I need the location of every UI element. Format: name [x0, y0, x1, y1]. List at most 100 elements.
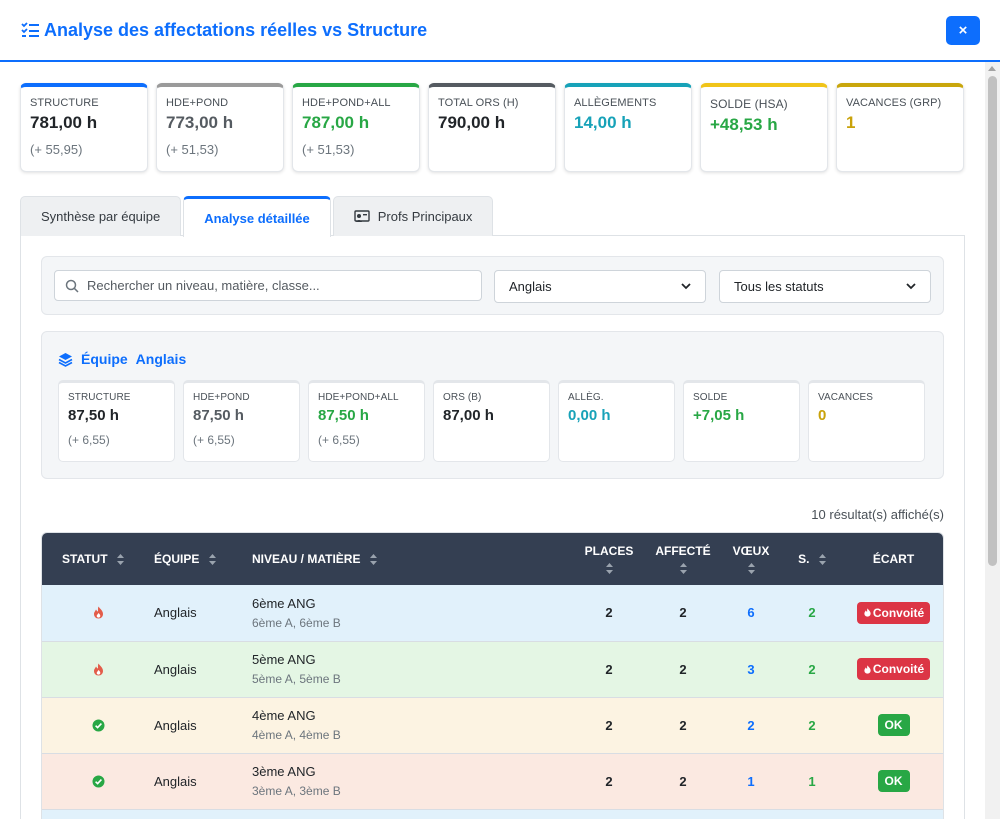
tab-label: Analyse détaillée	[204, 210, 310, 226]
kpi-value: 790,00 h	[438, 113, 506, 132]
table-row[interactable]: Anglais 4ème ANG 4ème A, 4ème B 2 2 2 2 …	[42, 697, 943, 754]
tab-label: Synthèse par équipe	[41, 209, 161, 224]
equipe-cell: Anglais	[154, 641, 252, 698]
close-button[interactable]: ×	[946, 16, 980, 45]
s-cell: 2	[782, 585, 842, 642]
affecte-cell: 2	[646, 753, 720, 810]
kpi-label: HDE+POND+ALL	[302, 97, 391, 109]
kpi-value: +48,53 h	[710, 115, 778, 134]
tab-profs-principaux[interactable]: Profs Principaux	[332, 196, 494, 236]
kpi-sub: (+ 6,55)	[193, 433, 235, 447]
voeux-cell: 2	[720, 697, 782, 754]
header-ecart[interactable]: ÉCART	[842, 533, 943, 585]
table-row[interactable]: Anglais 3ème ANG 3ème A, 3ème B 2 2 1 1 …	[42, 753, 943, 810]
modal-title: Analyse des affectations réelles vs Stru…	[20, 20, 427, 41]
results-count: 10 résultat(s) affiché(s)	[811, 507, 944, 522]
team-title: Équipe Anglais	[58, 351, 186, 367]
kpi-label: HDE+POND	[166, 97, 229, 109]
check-circle-icon	[92, 775, 104, 787]
header-statut[interactable]: STATUT	[42, 533, 154, 585]
header-places[interactable]: PLACES	[572, 533, 646, 585]
places-cell: 2	[572, 753, 646, 810]
kpi-card-solde: SOLDE (HSA) +48,53 h	[700, 83, 828, 172]
niveau-classes: 3ème A, 3ème B	[252, 784, 341, 798]
kpi-label: TOTAL ORS (H)	[438, 97, 519, 109]
s-cell: 2	[782, 697, 842, 754]
sort-icon	[818, 554, 826, 566]
header-equipe[interactable]: ÉQUIPE	[154, 533, 252, 585]
sort-icon	[679, 563, 687, 574]
team-title-name: Anglais	[135, 351, 187, 367]
table-row[interactable]	[42, 809, 943, 819]
header-label: NIVEAU / MATIÈRE	[252, 552, 361, 566]
tab-bar: Synthèse par équipe Analyse détaillée Pr…	[20, 196, 495, 237]
kpi-value: 0	[818, 407, 827, 424]
chevron-down-icon	[906, 283, 916, 290]
status-select[interactable]: Tous les statuts	[719, 270, 931, 303]
filters-bar: Anglais Tous les statuts	[41, 256, 944, 315]
kpi-summary-row: STRUCTURE 781,00 h (+ 55,95) HDE+POND 77…	[20, 83, 964, 172]
kpi-card-hde-pond-all: HDE+POND+ALL 787,00 h (+ 51,53)	[292, 83, 420, 172]
chevron-down-icon	[681, 283, 691, 290]
ecart-cell: Convoité	[842, 585, 943, 642]
tab-analyse-detaillee[interactable]: Analyse détaillée	[183, 196, 331, 237]
ecart-cell: OK	[842, 697, 943, 754]
affecte-cell: 2	[646, 697, 720, 754]
scroll-up-arrow-icon[interactable]	[988, 66, 996, 71]
voeux-cell: 3	[720, 641, 782, 698]
kpi-sub: (+ 51,53)	[302, 142, 355, 157]
tab-synthese-equipe[interactable]: Synthèse par équipe	[20, 196, 182, 236]
check-circle-icon	[92, 719, 104, 731]
status-cell	[42, 753, 154, 810]
header-niveau[interactable]: NIVEAU / MATIÈRE	[252, 533, 572, 585]
niveau-label: 6ème ANG	[252, 595, 316, 611]
niveau-label: 4ème ANG	[252, 708, 316, 723]
header-label: VŒUX	[732, 544, 770, 558]
kpi-label: STRUCTURE	[30, 97, 99, 109]
kpi-value: 14,00 h	[574, 113, 632, 132]
voeux-cell: 6	[720, 585, 782, 642]
kpi-card-hde-pond: HDE+POND 773,00 h (+ 51,53)	[156, 83, 284, 172]
team-card-structure: STRUCTURE 87,50 h (+ 6,55)	[58, 380, 175, 462]
team-select[interactable]: Anglais	[494, 270, 706, 303]
kpi-card-allegements: ALLÈGEMENTS 14,00 h	[564, 83, 692, 172]
team-card-ors: ORS (B) 87,00 h	[433, 380, 550, 462]
kpi-card-total-ors: TOTAL ORS (H) 790,00 h	[428, 83, 556, 172]
ecart-badge-ok: OK	[877, 714, 910, 736]
modal-title-text: Analyse des affectations réelles vs Stru…	[44, 19, 428, 40]
status-select-value: Tous les statuts	[734, 279, 824, 294]
modal-header: Analyse des affectations réelles vs Stru…	[0, 0, 1000, 62]
team-card-vacances: VACANCES 0	[808, 380, 925, 462]
header-label: PLACES	[584, 544, 634, 558]
kpi-label: ORS (B)	[443, 392, 482, 403]
kpi-label: HDE+POND+ALL	[318, 392, 399, 403]
kpi-sub: (+ 51,53)	[166, 142, 219, 157]
table-row[interactable]: Anglais 6ème ANG 6ème A, 6ème B 2 2 6 2 …	[42, 585, 943, 642]
niveau-cell: 3ème ANG 3ème A, 3ème B	[252, 753, 572, 810]
kpi-value: 781,00 h	[30, 113, 98, 132]
sort-icon	[116, 554, 124, 566]
kpi-sub: (+ 6,55)	[318, 433, 360, 447]
team-card-hde-pond: HDE+POND 87,50 h (+ 6,55)	[183, 380, 300, 462]
header-s[interactable]: S.	[782, 533, 842, 585]
kpi-label: HDE+POND	[193, 392, 250, 403]
teacher-board-icon	[354, 209, 370, 222]
kpi-value: +7,05 h	[693, 407, 745, 424]
header-affecte[interactable]: AFFECTÉ	[646, 533, 720, 585]
fire-icon	[93, 606, 103, 619]
search-input[interactable]	[87, 278, 467, 293]
kpi-card-vacances: VACANCES (GRP) 1	[836, 83, 964, 172]
team-summary-box: Équipe Anglais STRUCTURE 87,50 h (+ 6,55…	[41, 331, 944, 479]
table-row[interactable]: Anglais 5ème ANG 5ème A, 5ème B 2 2 3 2 …	[42, 641, 943, 698]
scrollbar-thumb[interactable]	[988, 76, 997, 566]
header-label: AFFECTÉ	[655, 544, 711, 558]
niveau-classes: 5ème A, 5ème B	[252, 672, 341, 686]
equipe-cell: Anglais	[154, 753, 252, 810]
search-box[interactable]	[54, 270, 482, 301]
kpi-label: STRUCTURE	[68, 392, 131, 403]
header-voeux[interactable]: VŒUX	[720, 533, 782, 585]
places-cell: 2	[572, 641, 646, 698]
equipe-cell: Anglais	[154, 585, 252, 642]
team-kpi-row: STRUCTURE 87,50 h (+ 6,55) HDE+POND 87,5…	[58, 380, 925, 462]
kpi-value: 0,00 h	[568, 407, 611, 424]
